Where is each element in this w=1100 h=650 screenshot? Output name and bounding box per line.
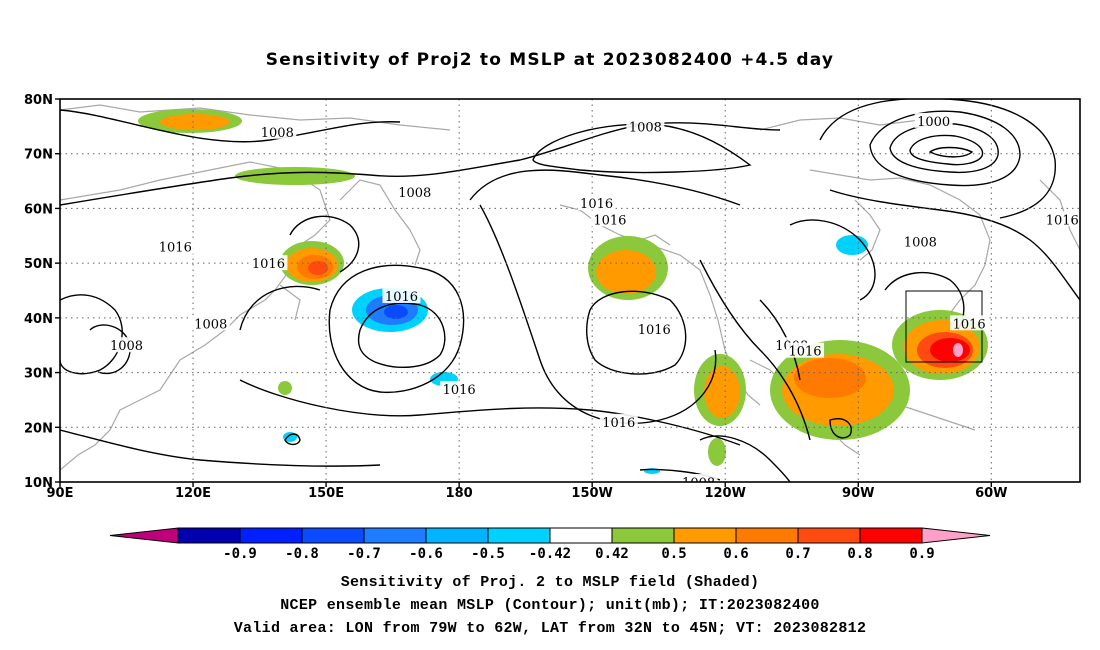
colorbar-label: 0.42 — [595, 546, 629, 562]
contour-label-bg — [635, 320, 674, 336]
contour-label-bg — [191, 315, 230, 331]
colorbar-label: -0.9 — [223, 546, 257, 562]
lon-tick-label: 150E — [308, 486, 344, 501]
contour-label: 1000 — [917, 115, 950, 130]
contour-label-bg — [577, 194, 616, 210]
contour-label: 1016 — [159, 241, 192, 256]
colorbar-box — [797, 527, 861, 544]
colorbar-label: -0.8 — [285, 546, 319, 562]
contour-label: 1008 — [904, 235, 937, 250]
contour-label-bg — [107, 337, 146, 353]
colorbar-label: 0.7 — [785, 546, 810, 562]
contour-label-bg — [156, 238, 195, 254]
lat-tick-label: 50N — [24, 257, 53, 272]
lon-tick-label: 60W — [975, 486, 1007, 501]
lat-tick-label: 30N — [24, 367, 53, 382]
caption-line-3: Valid area: LON from 79W to 62W, LAT fro… — [233, 620, 867, 637]
lat-lon-grid — [60, 99, 1080, 482]
colorbar-box — [735, 527, 799, 544]
contour-label: 1016 — [1046, 213, 1079, 228]
lon-tick-label: 180 — [446, 486, 473, 501]
colorbar-label: -0.6 — [409, 546, 443, 562]
colorbar-box — [673, 527, 737, 544]
chart-title: Sensitivity of Proj2 to MSLP at 20230824… — [265, 50, 835, 70]
colorbar-box — [611, 527, 675, 544]
contour-label-bg — [914, 112, 953, 128]
lon-tick-label: 150W — [571, 486, 612, 501]
lon-tick-label: 90E — [47, 486, 74, 501]
colorbar-label: -0.7 — [347, 546, 381, 562]
sensitivity-shading — [138, 109, 988, 474]
contour-label-bg — [395, 184, 434, 200]
lat-tick-label: 70N — [24, 148, 53, 163]
contour-label: 1016 — [953, 317, 986, 332]
contour-label: 1008 — [194, 317, 227, 332]
contour-label: 1008 — [110, 339, 143, 354]
contour-label-bg — [679, 474, 718, 482]
contour-label-bg — [1043, 211, 1080, 227]
colorbar-box — [425, 527, 489, 544]
lat-tick-label: 80N — [24, 93, 53, 108]
contour-label: 1016 — [638, 323, 671, 338]
contour-label: 1008 — [629, 120, 662, 135]
contour-label-bg — [258, 123, 297, 139]
contour-label-bg — [786, 342, 825, 358]
mslp-contours — [60, 99, 1080, 482]
contour-label: 1016 — [602, 416, 635, 431]
colorbar-box — [177, 527, 241, 544]
contour-label: 1008 — [261, 126, 294, 141]
colorbar-box — [239, 527, 303, 544]
contour-label-bg — [590, 211, 629, 227]
contour-label: 1016 — [385, 290, 418, 305]
colorbar: -0.9 -0.8 -0.7 -0.6 -0.5 -0.42 0.42 0.5 0.6 0.7 0.… — [109, 527, 991, 562]
contour-label-bg — [440, 380, 479, 396]
map-frame — [59, 98, 1081, 483]
contour-label-bg — [950, 315, 989, 331]
contour-label: 1016 — [593, 213, 626, 228]
colorbar-label: 0.5 — [661, 546, 686, 562]
contour-label-bg — [382, 287, 421, 303]
colorbar-over-triangle — [921, 527, 991, 544]
contour-label: 1008 — [398, 186, 431, 201]
colorbar-label: 0.8 — [847, 546, 872, 562]
contour-label-bg — [249, 255, 288, 271]
contour-label-bg — [599, 413, 638, 429]
contour-label: 1016 — [252, 257, 285, 272]
contour-label: 1016 — [580, 197, 613, 212]
colorbar-label: -0.5 — [471, 546, 505, 562]
contour-label-bg — [626, 118, 665, 134]
lat-tick-label: 40N — [24, 312, 53, 327]
caption-line-2: NCEP ensemble mean MSLP (Contour); unit(… — [280, 597, 820, 614]
lat-tick-label: 60N — [24, 202, 53, 217]
contour-label: 1016 — [788, 345, 821, 360]
colorbar-box — [301, 527, 365, 544]
contour-label-bg — [901, 233, 940, 249]
lon-tick-label: 120E — [175, 486, 211, 501]
lon-tick-label: 120W — [704, 486, 745, 501]
colorbar-box — [549, 527, 613, 544]
contour-label: 1016 — [443, 383, 476, 398]
colorbar-label: 0.9 — [909, 546, 934, 562]
colorbar-box — [363, 527, 427, 544]
caption-line-1: Sensitivity of Proj. 2 to MSLP field (Sh… — [340, 574, 760, 591]
colorbar-box — [487, 527, 551, 544]
lat-tick-label: 10N — [24, 476, 53, 491]
lon-tick-label: 90W — [842, 486, 874, 501]
colorbar-box — [859, 527, 923, 544]
lat-tick-label: 20N — [24, 421, 53, 436]
colorbar-label: -0.42 — [529, 546, 571, 562]
colorbar-under-triangle — [109, 527, 179, 544]
contour-label: 1008 — [682, 476, 715, 491]
colorbar-label: 0.6 — [723, 546, 748, 562]
